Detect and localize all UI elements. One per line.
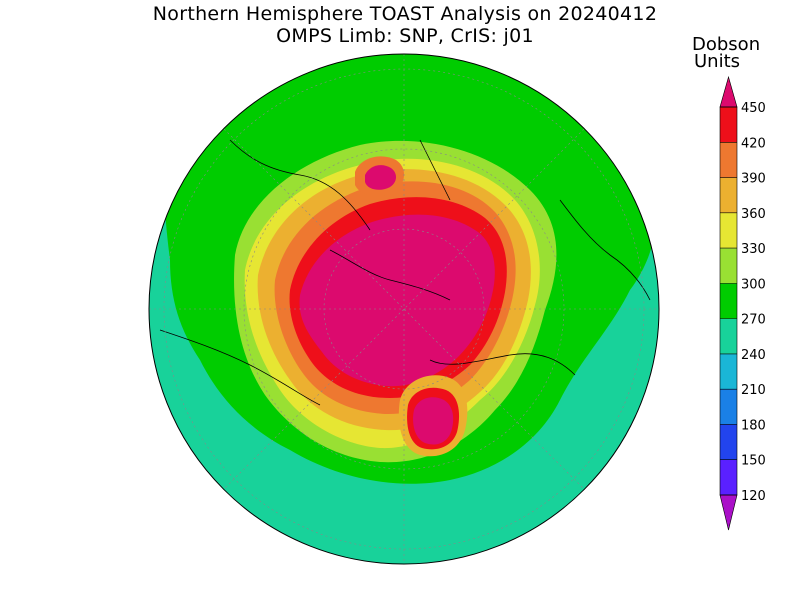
colorbar-tick-label: 450	[741, 101, 766, 116]
colorbar-band	[720, 212, 737, 249]
colorbar-band	[720, 283, 737, 319]
colorbar-band	[720, 353, 737, 390]
colorbar-low-arrow	[719, 494, 738, 531]
colorbar-tick-label: 300	[741, 277, 766, 292]
colorbar-tick-label: 120	[741, 489, 766, 504]
colorbar-high-arrow	[719, 75, 738, 108]
colorbar-tick-label: 360	[741, 207, 766, 222]
colorbar-tick-label: 210	[741, 383, 766, 398]
colorbar-tick-label: 150	[741, 454, 766, 469]
colorbar-band	[720, 459, 737, 495]
ozone-lobe-north-core	[365, 165, 397, 190]
colorbar-tick-label: 390	[741, 172, 766, 187]
colorbar-band	[720, 389, 737, 425]
map-title-line2: OMPS Limb: SNP, CrIS: j01	[276, 25, 534, 47]
colorbar-tick-label: 180	[741, 418, 766, 433]
colorbar-tick-label: 270	[741, 313, 766, 328]
ozone-lobe-south-core	[413, 397, 454, 445]
colorbar-band	[720, 248, 737, 284]
colorbar-band	[720, 177, 737, 213]
colorbar-unit-label-line2: Units	[694, 51, 741, 72]
ozone-field	[149, 54, 659, 564]
map-border	[148, 53, 660, 565]
colorbar-band	[720, 424, 737, 460]
colorbar-band	[720, 318, 737, 354]
coastlines	[159, 139, 651, 406]
colorbar-tick-label: 240	[741, 348, 766, 363]
colorbar-band	[720, 142, 737, 178]
ozone-band-450	[299, 214, 495, 387]
colorbar-tick-label: 420	[741, 136, 766, 151]
colorbar-tick-label: 330	[741, 242, 766, 257]
colorbar-band	[720, 107, 737, 143]
colorbar-unit-label-line1: Dobson	[692, 34, 761, 55]
graticule	[149, 54, 659, 564]
map-title-line1: Northern Hemisphere TOAST Analysis on 20…	[152, 3, 658, 25]
